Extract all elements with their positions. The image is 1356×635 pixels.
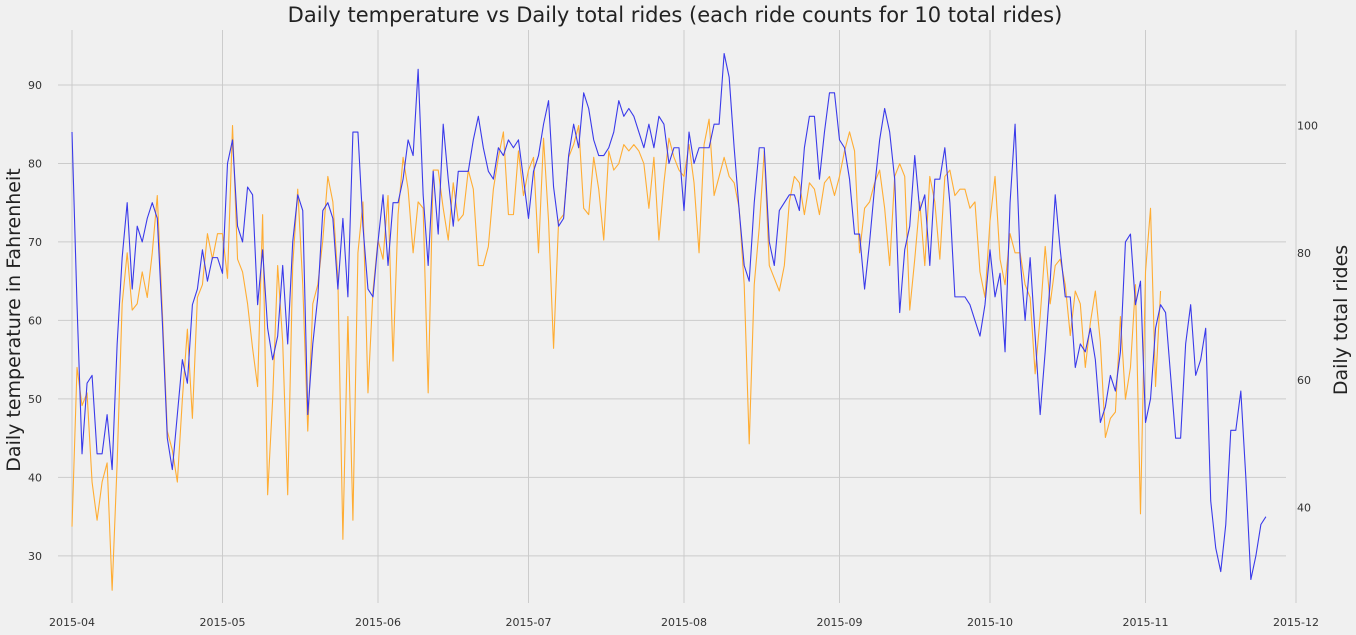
right-y-tick-label: 60: [1297, 374, 1311, 387]
x-tick-label: 2015-04: [49, 616, 95, 629]
left-y-tick-label: 50: [28, 393, 42, 406]
temperature-series-line: [71, 52, 1267, 581]
tick-layer: 2015-04 2015-05 2015-06 2015-07 2015-08 2015-…: [28, 79, 1319, 629]
left-y-tick-label: 30: [28, 550, 42, 563]
x-tick-label: 2015-10: [967, 616, 1013, 629]
x-tick-label: 2015-12: [1273, 616, 1319, 629]
left-y-tick-label: 60: [28, 314, 42, 327]
x-tick-label: 2015-05: [200, 616, 246, 629]
left-y-tick-label: 40: [28, 471, 42, 484]
right-axis-label: Daily total rides: [1330, 245, 1352, 395]
x-tick-label: 2015-06: [355, 616, 401, 629]
left-axis-label: Daily temperature in Fahrenheit: [3, 168, 25, 471]
left-y-tick-label: 80: [28, 157, 42, 170]
series-layer: [71, 52, 1267, 591]
x-tick-label: 2015-11: [1123, 616, 1169, 629]
x-tick-label: 2015-09: [817, 616, 863, 629]
right-y-tick-label: 40: [1297, 502, 1311, 515]
right-y-tick-label: 100: [1297, 120, 1318, 133]
right-y-tick-label: 80: [1297, 247, 1311, 260]
chart-title: Daily temperature vs Daily total rides (…: [288, 3, 1063, 27]
x-tick-label: 2015-08: [661, 616, 707, 629]
rides-series-line: [71, 118, 1162, 591]
left-y-tick-label: 70: [28, 236, 42, 249]
x-tick-label: 2015-07: [506, 616, 552, 629]
left-y-tick-label: 90: [28, 79, 42, 92]
